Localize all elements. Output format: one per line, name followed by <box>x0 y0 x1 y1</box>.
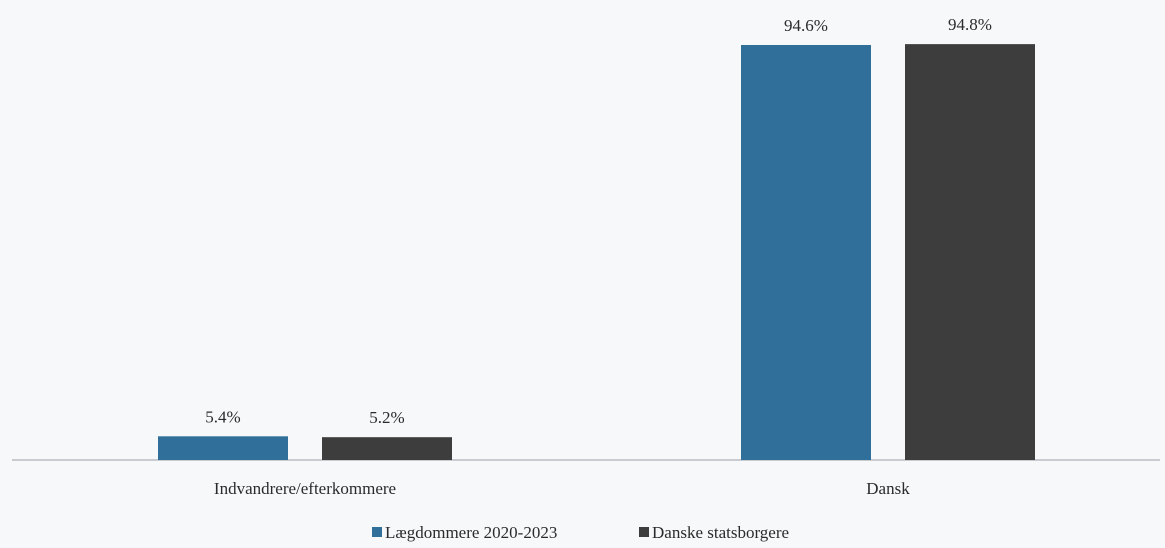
legend-label: Danske statsborgere <box>652 523 789 542</box>
category-labels: Indvandrere/efterkommere Dansk <box>214 479 910 498</box>
data-label: 94.8% <box>948 15 992 34</box>
legend-label: Lægdommere 2020-2023 <box>385 523 557 542</box>
bar-dansk-laegdommere <box>741 45 871 460</box>
bar-indvandrere-statsborgere <box>322 437 452 460</box>
data-label: 94.6% <box>784 16 828 35</box>
bar-indvandrere-laegdommere <box>158 436 288 460</box>
bar-dansk-statsborgere <box>905 44 1035 460</box>
value-labels: 5.4% 5.2% 94.6% 94.8% <box>205 15 992 427</box>
data-label: 5.4% <box>205 407 240 426</box>
category-label: Indvandrere/efterkommere <box>214 479 396 498</box>
legend-swatch <box>639 527 649 537</box>
data-label: 5.2% <box>369 408 404 427</box>
legend-swatch <box>372 527 382 537</box>
bars <box>158 44 1035 460</box>
legend: Lægdommere 2020-2023 Danske statsborgere <box>372 523 789 542</box>
category-label: Dansk <box>866 479 910 498</box>
